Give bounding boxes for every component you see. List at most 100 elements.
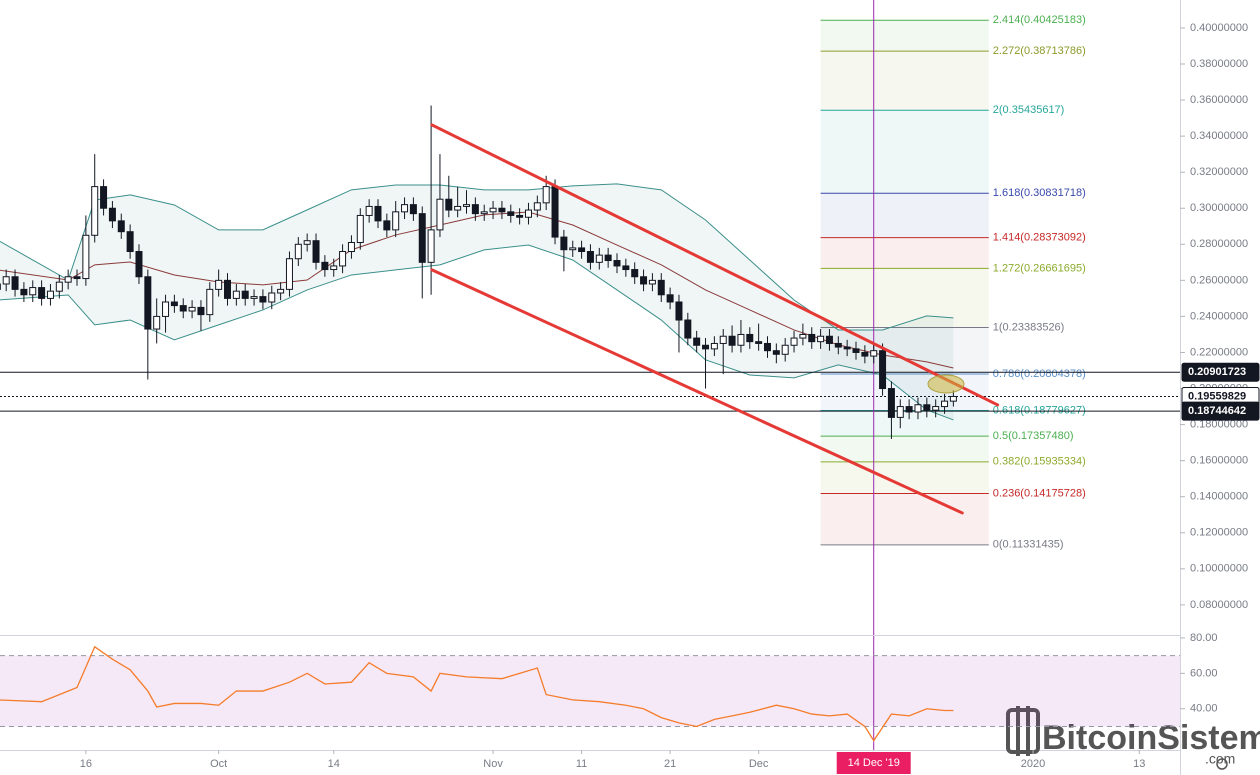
candle-body (321, 261, 329, 271)
rsi-y-tick-label: 60.00 (1190, 667, 1218, 679)
candle-body (64, 276, 72, 283)
y-tick-label: 0.16000000 (1190, 455, 1248, 467)
bollinger-fill (0, 183, 954, 420)
candle-body (268, 292, 276, 303)
y-tick-label: 0.32000000 (1190, 166, 1248, 178)
candle-body (153, 315, 161, 330)
candle-body (622, 265, 630, 271)
cursor-label-bg (836, 752, 911, 774)
y-tick-label: 0.34000000 (1190, 130, 1248, 142)
y-tick-label: 0.38000000 (1190, 58, 1248, 70)
y-tick-label: 0.24000000 (1190, 310, 1248, 322)
candle-body (126, 231, 134, 253)
candle-body (932, 406, 940, 411)
fib-band (820, 461, 989, 494)
x-tick-label: 16 (80, 758, 92, 770)
fib-band (820, 327, 989, 375)
candle-body (339, 251, 347, 267)
bollinger-lower (0, 244, 954, 421)
candle-body (640, 276, 648, 285)
price-tag-label: 0.19559829 (1188, 390, 1246, 402)
candle-body (852, 348, 860, 353)
y-tick-label: 0.40000000 (1190, 22, 1248, 34)
candle-body (489, 207, 497, 213)
fib-band (820, 410, 989, 437)
fib-label: 0.5(0.17357480) (993, 430, 1074, 442)
candle-body (108, 207, 116, 222)
cursor-label: 14 Dec '19 (848, 757, 900, 769)
candle-body (100, 186, 108, 209)
candle-body (666, 294, 674, 303)
candle-body (144, 276, 152, 330)
candle-body (560, 236, 568, 251)
main-layer (0, 105, 1000, 515)
candle-body (383, 220, 391, 231)
fib-label: 0.786(0.20804378) (993, 368, 1086, 380)
candle-body (11, 276, 19, 290)
candle-body (586, 251, 594, 263)
candle-body (409, 204, 417, 215)
fib-label: 1.272(0.26661695) (993, 262, 1086, 274)
x-tick-label: 13 (1133, 758, 1145, 770)
candle-body (772, 350, 780, 355)
candle-body (684, 319, 692, 339)
highlight-ellipse (927, 374, 965, 394)
fib-band (820, 110, 989, 194)
candle-body (746, 333, 754, 343)
x-tick-label: Oct (210, 758, 227, 770)
y-tick-label: 0.22000000 (1190, 346, 1248, 358)
fib-band (820, 20, 989, 52)
candle-body (206, 288, 214, 316)
candle-body (46, 290, 54, 299)
candle-body (941, 400, 949, 408)
watermark-logo (1006, 706, 1040, 756)
candle-body (595, 254, 603, 263)
candle-body (91, 186, 99, 236)
price-tag-label: 0.18744642 (1188, 405, 1246, 417)
candle-body (887, 388, 895, 418)
fib-band (820, 237, 989, 269)
candle-body (675, 301, 683, 321)
candle-body (294, 243, 302, 260)
candle-body (463, 204, 471, 207)
x-tick-label: 14 (328, 758, 340, 770)
candle-body (480, 211, 488, 215)
candle-body (188, 306, 196, 312)
candle-body (29, 287, 37, 296)
settings-icon[interactable] (1216, 758, 1228, 770)
candle-body (179, 305, 187, 312)
x-tick-label: Nov (483, 758, 503, 770)
fib-band (820, 268, 989, 328)
candle-body (135, 251, 143, 278)
candle-body (232, 290, 240, 299)
candle-body (763, 342, 771, 352)
candle-body (613, 260, 621, 267)
fib-band (820, 51, 989, 111)
candle-body (55, 281, 63, 292)
trendline (430, 268, 964, 515)
candle-body (374, 205, 382, 222)
y-tick-label: 0.18000000 (1190, 419, 1248, 431)
candle-body (365, 205, 373, 216)
y-tick-label: 0.12000000 (1190, 527, 1248, 539)
y-tick-label: 0.26000000 (1190, 274, 1248, 286)
candle-body (870, 350, 878, 357)
candle-body (277, 288, 285, 294)
rsi-y-tick-label: 80.00 (1190, 632, 1218, 644)
fib-label: 0.236(0.14175728) (993, 487, 1086, 499)
candle-body (312, 240, 320, 263)
candle-body (170, 301, 178, 307)
candle-body (728, 335, 736, 346)
candle-body (710, 342, 718, 350)
candle-body (454, 205, 462, 211)
candle-body (427, 229, 435, 263)
price-tag (1181, 362, 1260, 382)
candle-body (755, 341, 763, 344)
candle-body (693, 337, 701, 346)
candle-body (905, 406, 913, 413)
candle-body (197, 306, 205, 316)
fib-band (820, 493, 989, 545)
y-tick-label: 0.30000000 (1190, 202, 1248, 214)
candle-body (648, 279, 656, 285)
